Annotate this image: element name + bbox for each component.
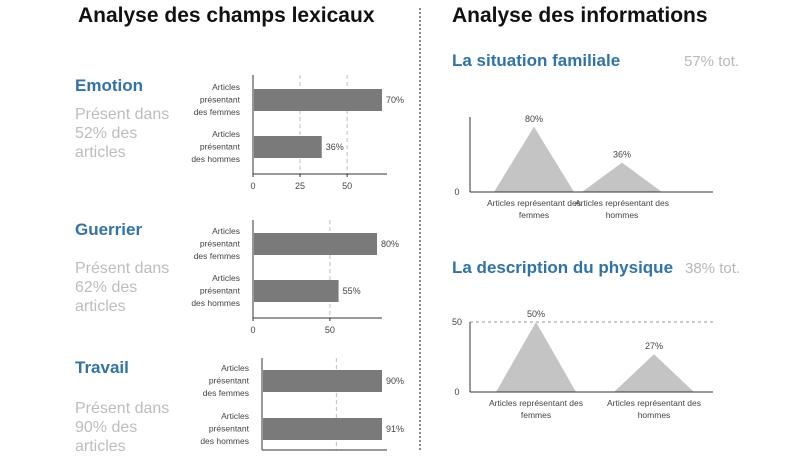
category-label: Articles (212, 226, 240, 236)
column-divider (419, 8, 421, 450)
right-column-title: Analyse des informations (452, 4, 708, 27)
guerrier-title: Guerrier (75, 220, 143, 239)
emotion-presence-text: Présent dans 52% des articles (75, 106, 170, 161)
category-label: des femmes (194, 107, 240, 117)
category-label: Articles (221, 363, 249, 373)
category-label: Articles représentant des (575, 198, 669, 208)
travail-bar-chart: 90% Articles présentant des femmes 91% Articl… (200, 358, 404, 451)
bar-value-label: 36% (326, 142, 344, 152)
category-label: présentant (209, 376, 250, 386)
description-physique-chart: 50% Articles représentant des femmes 27% Art… (452, 309, 713, 420)
category-label: hommes (638, 410, 671, 420)
bar (254, 280, 339, 302)
y-tick-label: 0 (454, 187, 459, 197)
category-label: des femmes (203, 388, 249, 398)
bar-value-label: 70% (386, 95, 404, 105)
peak-mark (494, 126, 574, 192)
guerrier-bar-chart: 0 50 80% Articles présentant des femmes 55% Art… (191, 220, 399, 335)
left-column-title: Analyse des champs lexicaux (78, 4, 375, 27)
category-label: des hommes (191, 298, 240, 308)
x-tick-label: 50 (342, 181, 352, 191)
emotion-bar-chart: 0 25 50 70% Articles présentant des femmes 36% A… (191, 75, 404, 191)
category-label: Articles (212, 273, 240, 283)
peak-value-label: 80% (525, 114, 543, 124)
peak-mark (582, 162, 662, 192)
peak-mark (614, 354, 694, 392)
situation-familiale-title: La situation familiale (452, 51, 621, 70)
peak-value-label: 36% (613, 150, 631, 160)
x-tick-label: 25 (295, 181, 305, 191)
emotion-title: Emotion (75, 76, 143, 95)
bar (254, 136, 322, 158)
situation-familiale-total: 57% tot. (684, 53, 740, 70)
category-label: Articles (212, 82, 240, 92)
x-tick-label: 0 (250, 181, 255, 191)
category-label: des hommes (191, 154, 240, 164)
peak-value-label: 27% (645, 341, 663, 351)
category-label: femmes (519, 210, 549, 220)
x-tick-label: 50 (325, 325, 335, 335)
x-tick-label: 0 (250, 325, 255, 335)
category-label: présentant (209, 424, 250, 434)
category-label: des femmes (194, 251, 240, 261)
guerrier-presence-text: Présent dans 62% des articles (75, 260, 170, 315)
category-label: femmes (521, 410, 551, 420)
category-label: Articles représentant des (489, 398, 583, 408)
bar (263, 370, 382, 392)
travail-presence-text: Présent dans 90% des articles (75, 400, 170, 455)
travail-title: Travail (75, 358, 129, 377)
category-label: présentant (200, 286, 241, 296)
category-label: Articles (212, 129, 240, 139)
bar-value-label: 91% (386, 424, 404, 434)
category-label: des hommes (200, 436, 249, 446)
bar-value-label: 55% (343, 286, 361, 296)
description-physique-total: 38% tot. (685, 260, 741, 277)
category-label: présentant (200, 239, 241, 249)
bar (254, 89, 382, 111)
category-label: présentant (200, 95, 241, 105)
description-physique-title: La description du physique (452, 258, 674, 277)
peak-mark (496, 322, 576, 392)
bar-value-label: 90% (386, 376, 404, 386)
peak-value-label: 50% (527, 309, 545, 319)
category-label: Articles représentant des (487, 198, 581, 208)
bar-value-label: 80% (381, 239, 399, 249)
y-tick-label: 50 (452, 317, 462, 327)
category-label: Articles représentant des (607, 398, 701, 408)
category-label: hommes (606, 210, 639, 220)
bar (263, 418, 382, 440)
category-label: Articles (221, 411, 249, 421)
y-tick-label: 0 (454, 387, 459, 397)
bar (254, 233, 377, 255)
category-label: présentant (200, 142, 241, 152)
situation-familiale-chart: 80% Articles représentant des femmes 36% Art… (454, 114, 713, 220)
